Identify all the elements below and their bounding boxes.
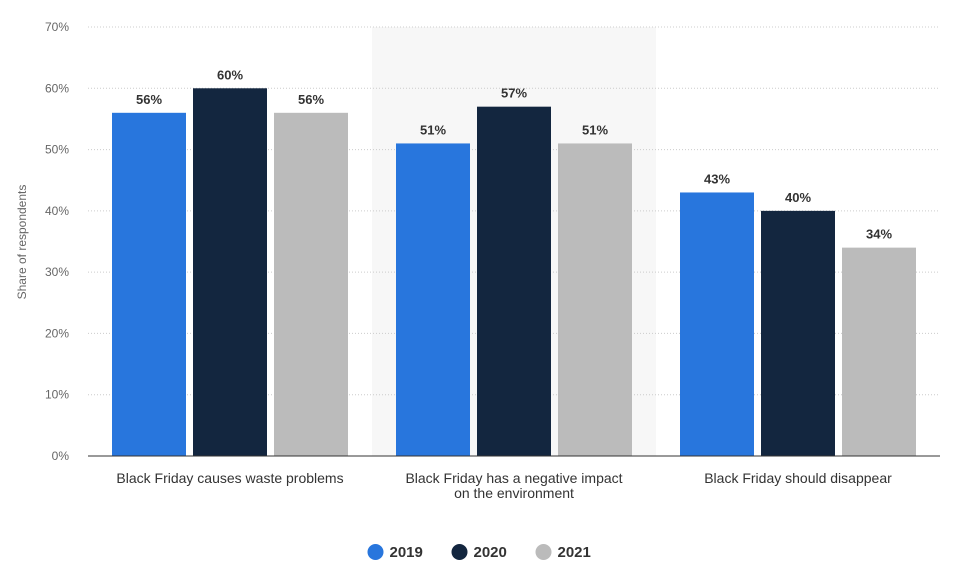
bars bbox=[112, 88, 916, 457]
y-axis-title: Share of respondents bbox=[15, 185, 29, 300]
bar-2020-3[interactable] bbox=[761, 210, 835, 456]
bar-2020-1[interactable] bbox=[193, 88, 267, 457]
y-tick-label: 40% bbox=[45, 204, 69, 218]
y-tick-label: 60% bbox=[45, 81, 69, 95]
y-tick-label: 30% bbox=[45, 265, 69, 279]
data-label: 51% bbox=[420, 122, 446, 137]
legend-label: 2020 bbox=[474, 544, 507, 561]
data-labels: 56% 60% 56% 51% 57% 51% 43% 40% 34% bbox=[136, 67, 892, 241]
x-category-label: Black Friday causes waste problems bbox=[116, 470, 343, 486]
data-label: 43% bbox=[704, 171, 730, 186]
bar-2019-2[interactable] bbox=[396, 143, 470, 456]
bar-2021-1[interactable] bbox=[274, 112, 348, 457]
data-label: 56% bbox=[136, 92, 162, 107]
data-label: 40% bbox=[785, 190, 811, 205]
legend-marker bbox=[451, 544, 468, 560]
data-label: 56% bbox=[298, 92, 324, 107]
legend-marker bbox=[535, 544, 552, 560]
data-label: 34% bbox=[866, 227, 892, 242]
bar-2019-1[interactable] bbox=[112, 112, 186, 457]
legend-item-2019[interactable]: 2019 bbox=[367, 544, 423, 561]
x-category-label: Black Friday has a negative impact on the… bbox=[405, 470, 622, 501]
legend-label: 2021 bbox=[558, 544, 591, 561]
y-tick-label: 0% bbox=[52, 449, 70, 463]
data-label: 57% bbox=[501, 86, 527, 101]
legend-item-2020[interactable]: 2020 bbox=[451, 544, 507, 561]
bar-2019-3[interactable] bbox=[680, 192, 754, 456]
data-label: 60% bbox=[217, 67, 243, 82]
x-category-label: Black Friday should disappear bbox=[704, 470, 892, 486]
y-tick-label: 50% bbox=[45, 143, 69, 157]
y-tick-label: 10% bbox=[45, 388, 69, 402]
data-label: 51% bbox=[582, 122, 608, 137]
y-tick-label: 20% bbox=[45, 326, 69, 340]
bar-2021-2[interactable] bbox=[558, 143, 632, 456]
y-axis-ticks: 0% 10% 20% 30% 40% 50% 60% 70% bbox=[45, 20, 69, 463]
bar-2020-2[interactable] bbox=[477, 106, 551, 457]
legend-marker bbox=[367, 544, 384, 560]
x-axis-categories: Black Friday causes waste problems Black … bbox=[116, 470, 892, 501]
legend-item-2021[interactable]: 2021 bbox=[535, 544, 591, 561]
y-tick-label: 70% bbox=[45, 20, 69, 34]
legend: 2019 2020 2021 bbox=[367, 544, 591, 561]
bar-2021-3[interactable] bbox=[842, 247, 916, 456]
legend-label: 2019 bbox=[390, 544, 423, 561]
